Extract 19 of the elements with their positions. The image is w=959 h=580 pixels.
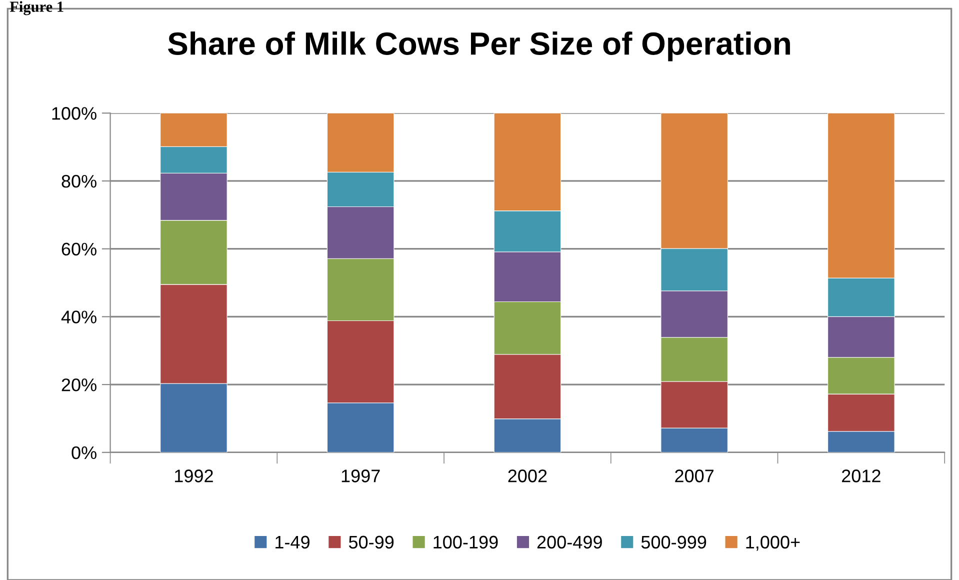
legend-label: 200-499	[537, 536, 602, 549]
y-tick-label: 80%	[62, 174, 96, 188]
legend-label: 100-199	[434, 536, 498, 549]
x-tick-label: 2007	[675, 470, 714, 482]
chart-title: Share of Milk Cows Per Size of Operation	[168, 32, 790, 62]
legend-label: 500-999	[641, 536, 706, 549]
x-tick-label: 1997	[342, 470, 380, 482]
y-tick-label: 100%	[52, 107, 96, 120]
legend-label: 50-99	[348, 536, 394, 549]
y-tick-label: 60%	[62, 242, 96, 256]
y-tick-label: 20%	[62, 378, 96, 392]
x-tick-label: 1992	[175, 470, 213, 482]
legend-label: 1,000+	[746, 536, 800, 551]
legend-label: 1-49	[276, 536, 310, 549]
x-tick-label: 2012	[842, 470, 880, 482]
caption: Figure 1	[10, 1, 64, 16]
y-tick-label: 0%	[72, 446, 96, 460]
x-tick-label: 2002	[508, 470, 547, 482]
y-tick-label: 40%	[61, 310, 96, 324]
